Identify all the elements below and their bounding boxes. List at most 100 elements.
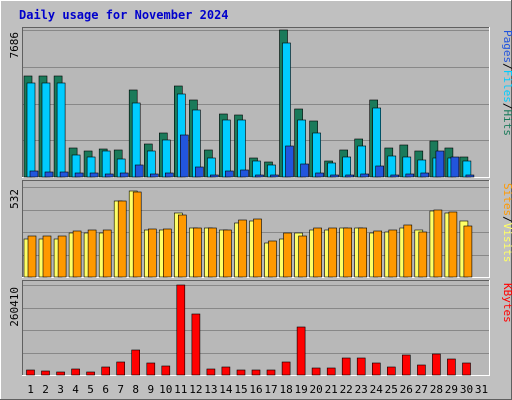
bar-kbytes-day-17 <box>266 369 276 376</box>
x-tick-label: 1 <box>27 383 34 396</box>
bar-kbytes-day-5 <box>86 371 95 376</box>
bar-kbytes-day-4 <box>71 368 80 376</box>
bar-kbytes-day-19 <box>296 326 306 376</box>
panel-max-label: 532 <box>8 189 21 209</box>
bar-pages-day-7 <box>119 172 129 178</box>
legend-item: / <box>501 216 512 223</box>
legend-item: KBytes <box>501 283 512 323</box>
bar-sites-day-12 <box>193 227 202 278</box>
bar-kbytes-day-29 <box>447 358 456 376</box>
panel-legend: Sites/Visits <box>501 183 512 263</box>
bar-kbytes-day-28 <box>432 353 441 376</box>
bar-pages-day-20 <box>315 172 324 178</box>
bar-kbytes-day-6 <box>101 366 110 376</box>
x-tick-label: 18 <box>279 383 292 396</box>
x-tick-label: 10 <box>159 383 172 396</box>
bar-pages-day-2 <box>44 171 54 178</box>
bar-kbytes-day-2 <box>41 370 50 376</box>
bar-sites-day-13 <box>208 227 217 278</box>
bar-sites-day-21 <box>328 227 337 278</box>
bar-pages-day-10 <box>165 172 174 178</box>
panel-max-label: 7686 <box>8 32 21 59</box>
bar-files-day-3 <box>56 82 66 178</box>
bar-files-day-2 <box>41 82 51 178</box>
x-tick-label: 17 <box>264 383 277 396</box>
bar-files-day-10 <box>162 139 171 178</box>
x-tick-label: 19 <box>294 383 307 396</box>
x-tick-label: 22 <box>340 383 353 396</box>
panel-visits_sites: 532 Sites/Visits <box>8 180 512 278</box>
bar-sites-day-30 <box>463 225 473 278</box>
bar-pages-day-5 <box>89 172 99 178</box>
bar-kbytes-day-23 <box>356 357 366 376</box>
x-tick-label: 7 <box>117 383 124 396</box>
bar-files-day-1 <box>26 82 36 178</box>
bar-pages-day-22 <box>345 174 355 178</box>
bar-sites-day-10 <box>163 228 172 278</box>
bar-pages-day-14 <box>225 170 234 178</box>
bar-sites-day-29 <box>448 211 458 278</box>
bar-files-day-16 <box>252 160 261 178</box>
bar-kbytes-day-21 <box>326 367 336 376</box>
x-tick-label: 30 <box>460 383 473 396</box>
bar-kbytes-day-25 <box>386 366 396 376</box>
x-tick-label: 13 <box>204 383 217 396</box>
bar-kbytes-day-18 <box>281 361 291 376</box>
bar-pages-day-25 <box>390 174 400 178</box>
bar-kbytes-day-11 <box>176 284 186 376</box>
panel-legend: Pages/Files/Hits <box>501 30 512 136</box>
bar-files-day-15 <box>237 119 246 178</box>
bar-kbytes-day-26 <box>401 354 411 376</box>
bar-files-day-25 <box>387 155 397 178</box>
bar-sites-day-20 <box>313 227 322 278</box>
bar-files-day-30 <box>462 160 472 178</box>
x-tick-label: 4 <box>72 383 79 396</box>
bar-kbytes-day-15 <box>236 369 246 376</box>
x-tick-label: 6 <box>102 383 109 396</box>
x-axis-labels: 1 2 3 4 5 6 7 8 9 10 11 12 13 14 15 16 17 18 19 20 21 22 23 24 2… <box>27 383 488 396</box>
bar-sites-day-16 <box>253 218 262 278</box>
bar-sites-day-15 <box>238 219 247 278</box>
bar-kbytes-day-8 <box>131 349 140 376</box>
panel-hits_files_pages: 7686 Pages/Files/Hits <box>8 27 512 178</box>
bar-pages-day-4 <box>74 172 84 178</box>
x-tick-label: 31 <box>475 383 488 396</box>
bar-kbytes-day-30 <box>462 362 471 376</box>
bar-sites-day-18 <box>283 232 292 278</box>
bar-sites-day-9 <box>148 228 157 278</box>
bar-sites-day-8 <box>132 191 142 278</box>
bar-kbytes-day-1 <box>26 369 35 376</box>
panel-legend: KBytes <box>501 283 512 323</box>
bar-files-day-22 <box>342 156 352 178</box>
bar-kbytes-day-14 <box>221 366 231 376</box>
bar-sites-day-22 <box>343 227 353 278</box>
bar-pages-day-15 <box>240 169 249 178</box>
bar-sites-day-2 <box>42 235 52 278</box>
bar-pages-day-18 <box>285 145 294 178</box>
bar-sites-day-6 <box>102 229 112 278</box>
bar-sites-day-28 <box>433 209 443 278</box>
bar-pages-day-9 <box>150 173 159 178</box>
bar-files-day-13 <box>207 157 216 178</box>
bar-sites-day-24 <box>373 230 383 278</box>
panel-max-label: 260410 <box>8 287 21 327</box>
legend-item: / <box>501 103 512 110</box>
bar-kbytes-day-27 <box>417 364 426 376</box>
x-tick-label: 24 <box>370 383 384 396</box>
x-tick-label: 3 <box>57 383 64 396</box>
panel-kbytes: 260410 KBytes <box>8 280 512 376</box>
bar-pages-day-3 <box>59 171 69 178</box>
x-tick-label: 23 <box>355 383 368 396</box>
chart-panels: 7686 Pages/Files/Hits 532 Sites/Visits 26041… <box>8 27 512 376</box>
bar-sites-day-14 <box>223 229 232 278</box>
bar-pages-day-24 <box>375 165 385 178</box>
bar-sites-day-5 <box>87 229 97 278</box>
x-tick-label: 20 <box>309 383 322 396</box>
bar-files-day-9 <box>147 150 156 178</box>
bar-pages-day-19 <box>300 163 309 178</box>
x-tick-label: 21 <box>325 383 338 396</box>
bar-kbytes-day-12 <box>191 313 201 376</box>
bar-files-day-14 <box>222 119 231 178</box>
bar-sites-day-25 <box>388 229 398 278</box>
